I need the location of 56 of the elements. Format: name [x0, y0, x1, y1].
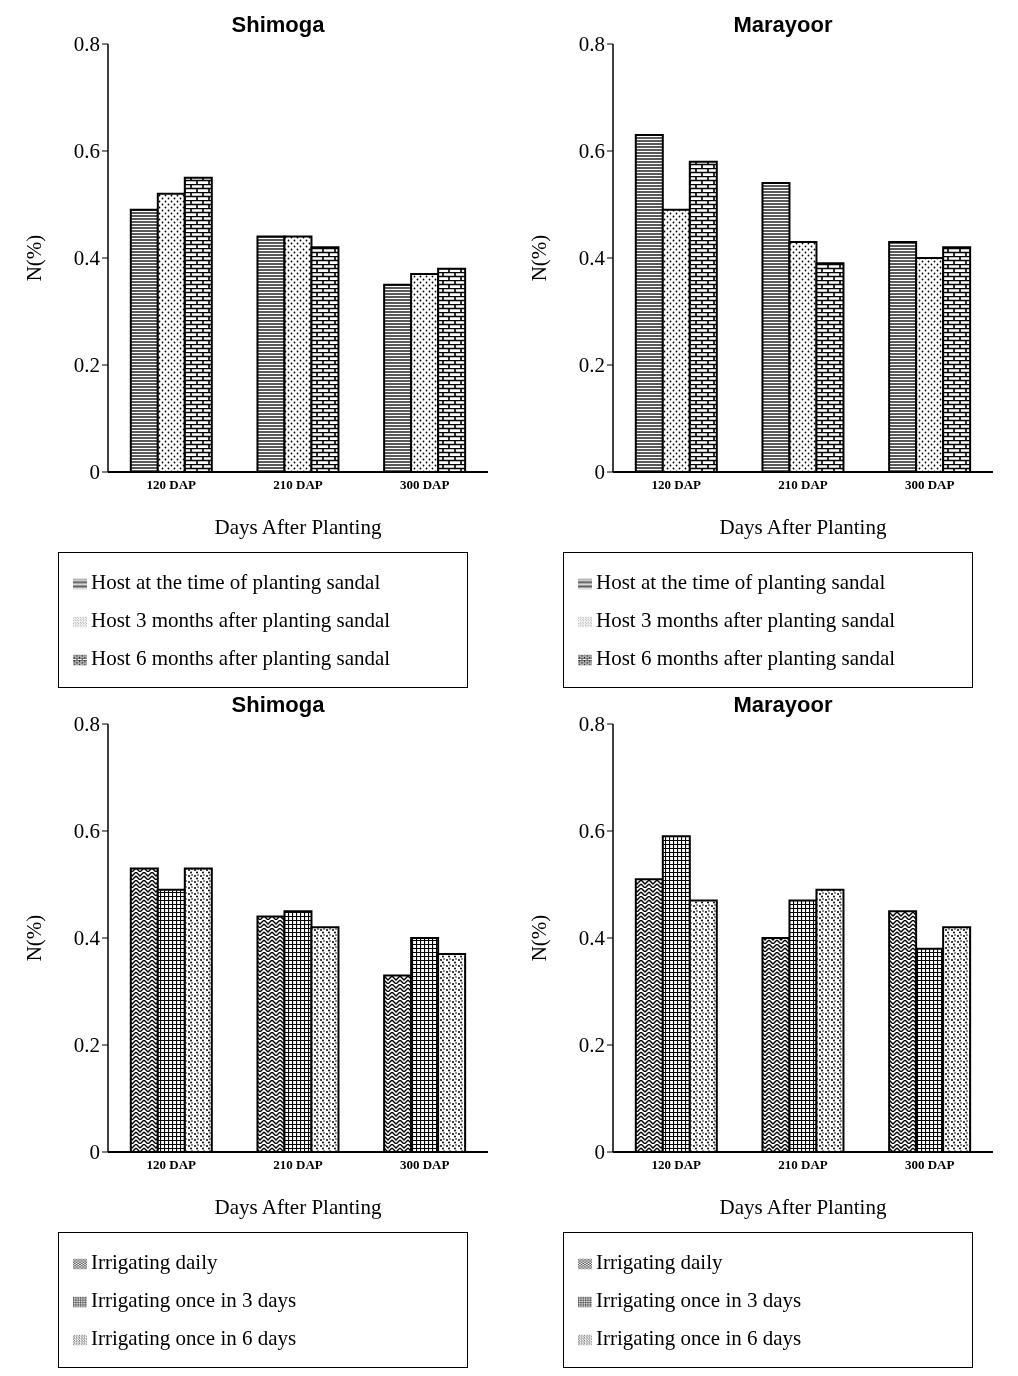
- legend-label: Host at the time of planting sandal: [596, 570, 886, 594]
- legend-label: Host at the time of planting sandal: [91, 570, 381, 594]
- y-axis-title: N(%): [527, 234, 552, 282]
- y-tick-label: 0.2: [578, 1033, 605, 1058]
- y-tick-label: 0: [89, 460, 100, 485]
- legend-label: Irrigating once in 3 days: [596, 1288, 802, 1312]
- y-tick-label: 0.4: [73, 926, 101, 951]
- y-tick-label: 0.4: [578, 926, 606, 951]
- legend-label: Irrigating once in 3 days: [91, 1288, 297, 1312]
- legend-label: Host 6 months after planting sandal: [91, 646, 391, 670]
- x-tick-label: 210 DAP: [778, 1157, 828, 1173]
- x-tick-label: 210 DAP: [273, 477, 323, 493]
- y-tick-label: 0.8: [578, 32, 605, 57]
- x-tick-label: 210 DAP: [273, 1157, 323, 1173]
- y-tick-label: 0.2: [578, 353, 605, 378]
- x-tick-label: 300 DAP: [904, 1157, 955, 1173]
- x-tick-label: 300 DAP: [904, 477, 955, 493]
- chart-title: Marayoor: [733, 12, 833, 37]
- y-tick-label: 0.2: [73, 1033, 100, 1058]
- x-axis-title: Days After Planting: [719, 1195, 887, 1219]
- legend-label: Host 3 months after planting sandal: [596, 608, 896, 632]
- y-tick-label: 0.6: [73, 819, 100, 844]
- x-axis-title: Days After Planting: [719, 515, 887, 539]
- x-tick-label: 300 DAP: [399, 1157, 450, 1173]
- x-tick-label: 120 DAP: [146, 1157, 197, 1173]
- x-tick-label: 120 DAP: [651, 477, 702, 493]
- legend-label: Host 6 months after planting sandal: [596, 646, 896, 670]
- legend-label: Irrigating daily: [596, 1250, 723, 1274]
- y-tick-label: 0.8: [73, 32, 100, 57]
- y-tick-label: 0.8: [73, 712, 100, 737]
- y-tick-label: 0.6: [578, 819, 605, 844]
- x-tick-label: 120 DAP: [146, 477, 197, 493]
- legend-label: Host 3 months after planting sandal: [91, 608, 391, 632]
- y-tick-label: 0.2: [73, 353, 100, 378]
- chart-title: Shimoga: [231, 692, 326, 717]
- legend-label: Irrigating once in 6 days: [91, 1326, 297, 1350]
- y-tick-label: 0.4: [578, 246, 606, 271]
- chart-title: Shimoga: [231, 12, 326, 37]
- x-axis-title: Days After Planting: [214, 1195, 382, 1219]
- y-tick-label: 0.8: [578, 712, 605, 737]
- legend-label: Irrigating daily: [91, 1250, 218, 1274]
- y-tick-label: 0.4: [73, 246, 101, 271]
- x-tick-label: 300 DAP: [399, 477, 450, 493]
- x-tick-label: 210 DAP: [778, 477, 828, 493]
- y-axis-title: N(%): [527, 914, 552, 962]
- y-tick-label: 0.6: [73, 139, 100, 164]
- y-tick-label: 0: [594, 1140, 605, 1165]
- y-tick-label: 0.6: [578, 139, 605, 164]
- y-axis-title: N(%): [22, 914, 47, 962]
- legend-label: Irrigating once in 6 days: [596, 1326, 802, 1350]
- y-axis-title: N(%): [22, 234, 47, 282]
- y-tick-label: 0: [89, 1140, 100, 1165]
- x-tick-label: 120 DAP: [651, 1157, 702, 1173]
- y-tick-label: 0: [594, 460, 605, 485]
- x-axis-title: Days After Planting: [214, 515, 382, 539]
- chart-title: Marayoor: [733, 692, 833, 717]
